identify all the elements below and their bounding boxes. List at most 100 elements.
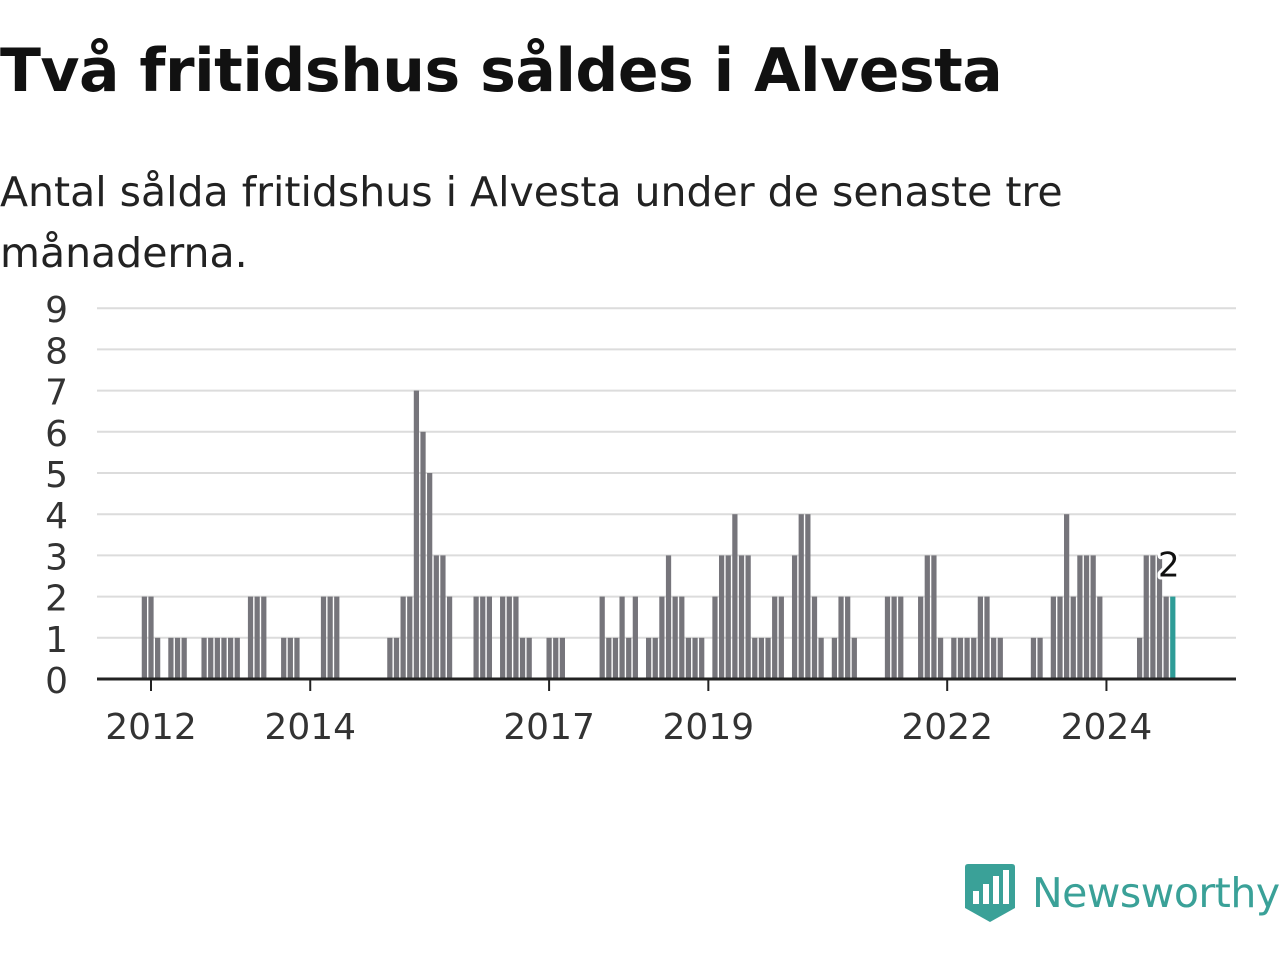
bar <box>752 637 758 679</box>
bar <box>500 596 506 679</box>
bar <box>427 473 433 679</box>
bar <box>486 596 493 679</box>
y-tick-label: 1 <box>45 620 68 661</box>
bar <box>294 637 300 679</box>
bar <box>334 596 340 679</box>
bar <box>155 637 161 679</box>
bar <box>891 596 897 679</box>
bar <box>221 637 227 679</box>
bar <box>665 555 672 679</box>
x-tick-label: 2014 <box>264 707 356 748</box>
bar <box>632 596 638 679</box>
brand-name: Newsworthy <box>1032 869 1280 917</box>
bar <box>1136 637 1143 679</box>
bar <box>964 637 970 679</box>
bar <box>672 596 678 679</box>
bar <box>606 637 612 679</box>
bar <box>838 596 844 679</box>
bar <box>1143 555 1149 679</box>
chart-title: Två fritidshus såldes i Alvesta <box>0 36 1003 106</box>
bar <box>772 596 778 679</box>
bar <box>845 596 851 679</box>
bar <box>718 555 725 679</box>
bar <box>506 596 512 679</box>
bar <box>446 596 453 679</box>
y-tick-label: 7 <box>45 373 68 414</box>
bar <box>1097 596 1103 679</box>
bar <box>984 596 990 679</box>
bar <box>440 555 446 679</box>
bar <box>480 596 486 679</box>
bar <box>1064 514 1070 679</box>
bar <box>685 637 692 679</box>
y-tick-label: 3 <box>45 537 68 578</box>
bar <box>214 637 220 679</box>
bar <box>148 596 154 679</box>
bar <box>745 555 751 679</box>
bar <box>1070 596 1076 679</box>
bar <box>208 637 214 679</box>
bar <box>937 637 944 679</box>
bar <box>679 596 685 679</box>
bar <box>174 637 181 679</box>
bar <box>811 596 818 679</box>
bar <box>1090 555 1096 679</box>
bar <box>141 596 147 679</box>
bar <box>931 555 937 679</box>
bar <box>898 596 904 679</box>
bar <box>712 596 718 679</box>
bar <box>254 596 260 679</box>
bar <box>738 555 745 679</box>
bar <box>725 555 731 679</box>
bar <box>1050 596 1056 679</box>
bar <box>413 390 420 679</box>
y-tick-label: 4 <box>45 496 68 537</box>
chart-subtitle: Antal sålda fritidshus i Alvesta under d… <box>0 168 1063 277</box>
bar <box>991 637 997 679</box>
bar <box>247 596 254 679</box>
bar <box>473 596 479 679</box>
bar <box>924 555 930 679</box>
bar <box>1083 555 1090 679</box>
y-tick-label: 2 <box>45 579 68 620</box>
bar <box>513 596 519 679</box>
y-tick-label: 0 <box>45 661 68 702</box>
bar <box>599 596 605 679</box>
bar <box>387 637 393 679</box>
y-tick-label: 8 <box>45 331 68 372</box>
bar <box>831 637 838 679</box>
bar <box>546 637 552 679</box>
bar <box>977 596 983 679</box>
bar <box>778 596 784 679</box>
highlight-bar <box>1170 596 1176 679</box>
bar <box>951 637 957 679</box>
y-tick-label: 9 <box>45 290 68 331</box>
data-label: 2 <box>1158 546 1180 586</box>
bar <box>1037 637 1043 679</box>
y-tick-label: 6 <box>45 414 68 455</box>
bar <box>851 637 857 679</box>
bar <box>612 637 619 679</box>
bar <box>646 637 652 679</box>
bar <box>228 637 234 679</box>
x-tick-label: 2019 <box>663 707 755 748</box>
bar <box>971 637 977 679</box>
bar <box>553 637 559 679</box>
bar <box>327 596 333 679</box>
bar <box>261 596 267 679</box>
bar <box>818 637 824 679</box>
bar <box>732 514 738 679</box>
bar <box>758 637 765 679</box>
bar <box>201 637 207 679</box>
bar <box>997 637 1003 679</box>
bar <box>320 596 327 679</box>
bar <box>400 596 406 679</box>
bar <box>692 637 698 679</box>
bar <box>181 637 187 679</box>
bar <box>234 637 240 679</box>
bar <box>1030 637 1037 679</box>
bar <box>805 514 811 679</box>
bar <box>420 431 426 679</box>
x-tick-label: 2017 <box>503 707 595 748</box>
